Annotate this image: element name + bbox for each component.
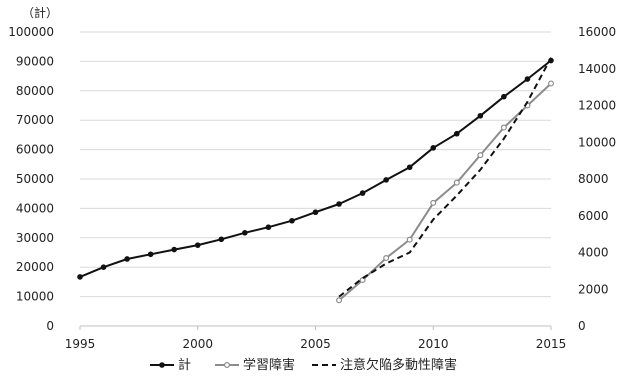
series-line [338,57,552,298]
data-point [336,201,342,207]
data-point [336,297,343,304]
data-point [453,179,460,186]
data-point [77,274,83,280]
y-left-tick-label: 60000 [16,143,54,157]
data-point [430,199,437,206]
data-point [147,251,154,258]
y-right-tick-label: 16000 [578,25,616,39]
data-point [477,152,484,159]
data-point [383,255,390,262]
grid-lines [80,31,551,298]
data-point [359,277,366,284]
y-left-tick-label: 50000 [16,172,54,186]
legend-label: 注意欠陥多動性障害 [340,357,457,373]
data-point [500,124,507,131]
series-3 [338,57,552,298]
y-right-tick-label: 10000 [578,135,616,149]
x-tick-label: 2000 [182,337,213,351]
data-point [242,230,248,236]
legend: 計 学習障害 注意欠陥多動性障害 [150,357,457,373]
data-point [406,236,413,243]
y-right-tick-label: 2000 [578,282,609,296]
x-tick-label: 2005 [300,337,331,351]
series-2 [336,80,554,304]
y-left-tick-label: 10000 [16,290,54,304]
data-point [406,164,413,171]
y-left-tick-label: 70000 [16,113,54,127]
y-right-tick-label: 6000 [578,209,609,223]
right-axis-ticks: 0 2000 4000 6000 8000 10000 12000 14000 16000 [578,25,616,333]
y-left-tick-label: 0 [46,319,54,333]
legend-marker [159,362,165,368]
data-point [124,256,130,262]
legend-marker [224,362,231,369]
y-right-tick-label: 14000 [578,62,616,76]
data-point [100,264,107,271]
x-tick-label: 2015 [536,337,567,351]
legend-label: 学習障害 [243,357,295,373]
data-point [454,130,460,137]
x-axis-ticks: 1995 2000 2005 2010 2015 [65,337,567,351]
y-right-tick-label: 0 [578,319,586,333]
y-left-tick-label: 80000 [16,84,54,98]
y-unit-label: （計） [22,5,58,20]
y-right-tick-label: 8000 [578,172,609,186]
data-point [359,190,366,196]
data-point [312,209,319,216]
series-line [338,82,552,302]
data-point [171,246,177,253]
data-point [194,242,201,248]
series-1 [77,57,554,280]
data-point [383,177,389,183]
data-point [524,76,531,82]
data-point [501,93,507,100]
data-point [430,145,437,151]
y-left-tick-label: 20000 [16,260,54,274]
data-point [265,224,272,231]
y-right-tick-label: 12000 [578,99,616,113]
data-point [218,236,225,243]
data-point [289,217,295,224]
y-left-tick-label: 90000 [16,54,54,68]
series-layer [77,57,554,304]
y-left-tick-label: 100000 [8,25,54,39]
x-tick-label: 2010 [418,337,449,351]
y-left-tick-label: 30000 [16,231,54,245]
axes [79,325,552,330]
y-right-tick-label: 4000 [578,246,609,260]
data-point [477,112,484,119]
data-point [547,80,554,87]
legend-label: 計 [178,357,191,373]
y-left-tick-label: 40000 [16,201,54,215]
left-axis-ticks: 0 10000 20000 30000 40000 50000 60000 70000 8000… [8,25,54,333]
x-tick-label: 1995 [65,337,96,351]
